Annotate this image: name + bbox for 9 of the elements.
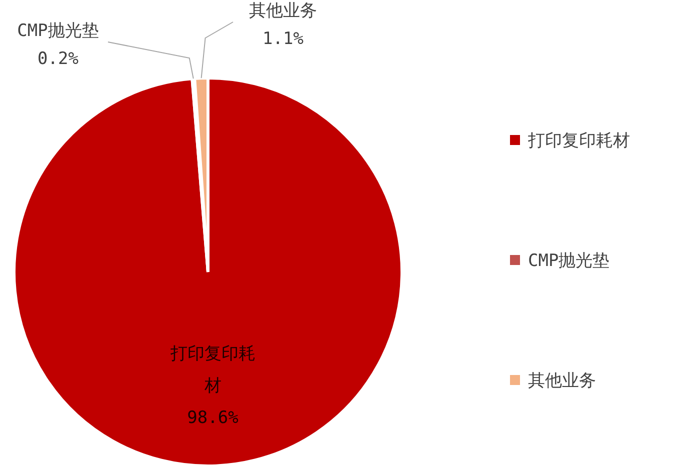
slice-label: 打印复印耗材 bbox=[169, 343, 256, 398]
data-label: 98.6% bbox=[186, 407, 240, 430]
data-label: 0.2% bbox=[38, 49, 78, 69]
legend-label: 其他业务 bbox=[528, 371, 596, 391]
slice-label: CMP抛光垫 bbox=[17, 21, 99, 41]
legend-label: 打印复印耗材 bbox=[527, 131, 630, 151]
slice-label: 其他业务 bbox=[249, 1, 317, 21]
legend-label: CMP抛光垫 bbox=[528, 251, 610, 271]
data-label: 1.1% bbox=[262, 29, 304, 49]
